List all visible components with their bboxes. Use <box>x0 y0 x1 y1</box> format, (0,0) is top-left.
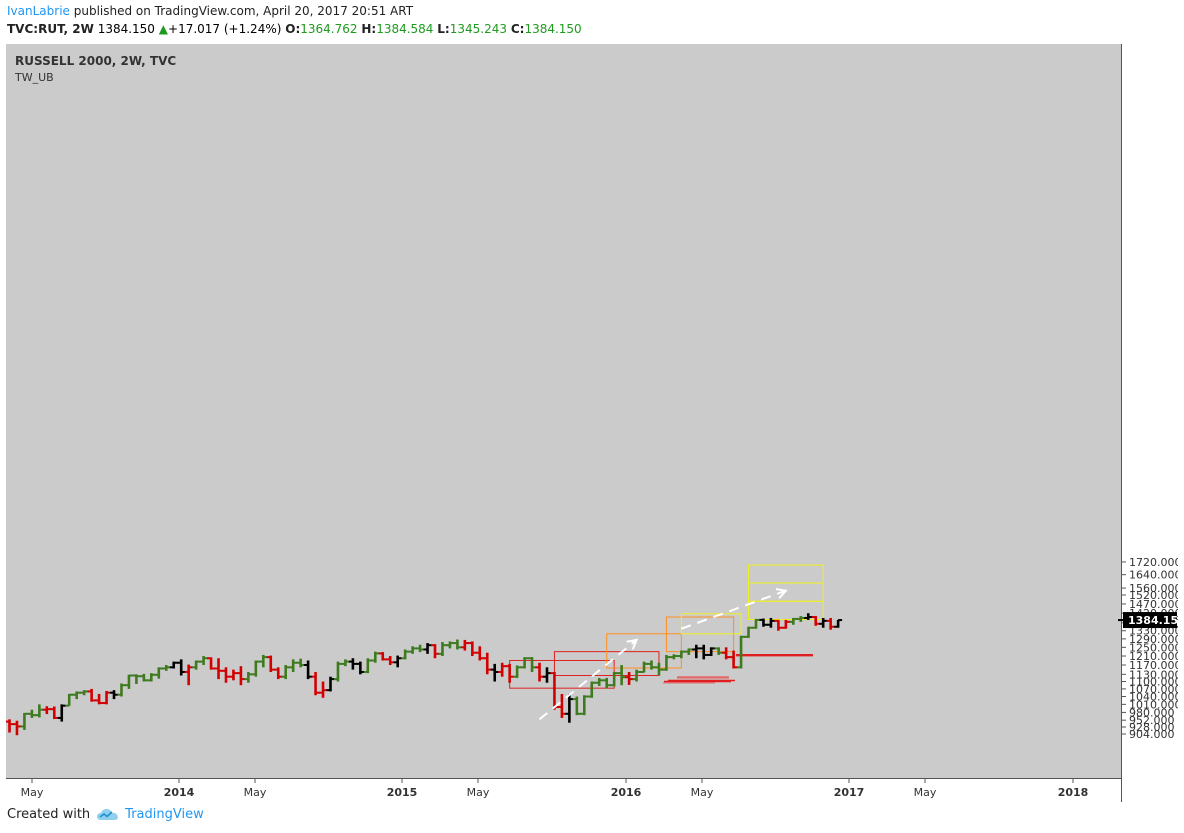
high-label: H: <box>361 22 377 36</box>
projection-arrow-line <box>538 639 638 721</box>
author-link[interactable]: IvanLabrie <box>7 4 70 18</box>
projection-arrow-line <box>681 589 787 630</box>
projection-box <box>748 564 824 584</box>
chart-title: RUSSELL 2000, 2W, TVC <box>15 54 177 68</box>
y-tick-label: 980.000 <box>1129 706 1175 719</box>
y-tick-label: 1720.000 <box>1129 556 1178 569</box>
price-axis-background <box>1121 44 1178 802</box>
ohlc-line: TVC:RUT, 2W 1384.150 ▲+17.017 (+1.24%) O… <box>7 22 582 36</box>
x-tick-label: 2014 <box>164 786 195 799</box>
price-change: +17.017 (+1.24%) <box>168 22 282 36</box>
time-axis-background <box>6 778 1121 802</box>
y-tick-label: 1290.000 <box>1129 633 1178 646</box>
x-tick-label: 2017 <box>834 786 865 799</box>
y-tick-label: 1010.000 <box>1129 698 1178 711</box>
y-tick-label: 1040.000 <box>1129 691 1178 704</box>
symbol-label: TVC:RUT, 2W <box>7 22 94 36</box>
projection-arrow-head <box>775 588 788 599</box>
open-value: 1364.762 <box>300 22 358 36</box>
x-tick-label: May <box>691 786 714 799</box>
y-tick-label: 1170.000 <box>1129 659 1178 672</box>
y-tick-label: 1250.000 <box>1129 641 1178 654</box>
low-label: L: <box>437 22 450 36</box>
y-tick-label: 1470.000 <box>1129 598 1178 611</box>
highlight-zone <box>663 682 715 684</box>
x-tick-label: May <box>21 786 44 799</box>
y-tick-label: 928.000 <box>1129 721 1175 734</box>
x-tick-label: 2015 <box>387 786 418 799</box>
plot-background <box>6 44 1121 778</box>
created-with-text: Created with <box>7 807 91 822</box>
y-tick-label: 1520.000 <box>1129 589 1178 602</box>
x-tick-label: 2016 <box>611 786 642 799</box>
tradingview-link[interactable]: TradingView <box>96 807 204 822</box>
low-value: 1345.243 <box>449 22 507 36</box>
tradingview-brand: TradingView <box>125 807 204 822</box>
x-tick-label: May <box>914 786 937 799</box>
up-triangle-icon: ▲ <box>158 22 169 36</box>
chart-svg[interactable]: 904.000928.000952.000980.0001010.0001040… <box>6 44 1178 802</box>
x-tick-label: May <box>467 786 490 799</box>
y-tick-label: 1130.000 <box>1129 668 1178 681</box>
projection-box <box>680 613 742 635</box>
y-tick-label: 1640.000 <box>1129 569 1178 582</box>
cloud-icon <box>97 808 119 820</box>
highlight-zone <box>677 676 729 679</box>
close-label: C: <box>510 22 525 36</box>
last-price-label: 1384.150 <box>1128 614 1178 627</box>
high-value: 1384.584 <box>376 22 434 36</box>
close-value: 1384.150 <box>524 22 582 36</box>
x-tick-label: 2018 <box>1058 786 1089 799</box>
projection-arrow-head <box>626 638 639 650</box>
y-tick-label: 1560.000 <box>1129 582 1178 595</box>
indicator-label: TW_UB <box>15 71 54 84</box>
projection-box <box>665 616 735 653</box>
open-label: O: <box>285 22 301 36</box>
chart-area[interactable]: 904.000 928.000 952.000 980.000 1010.000 1040… <box>6 44 1178 802</box>
y-tick-label: 904.000 <box>1129 728 1175 741</box>
last-price: 1384.150 <box>97 22 155 36</box>
y-tick-label: 952.000 <box>1129 714 1175 727</box>
last-price-tag <box>1123 612 1177 629</box>
y-tick-label: 1070.000 <box>1129 683 1178 696</box>
x-tick-label: May <box>244 786 267 799</box>
publish-line: IvanLabrie published on TradingView.com,… <box>7 4 413 18</box>
published-text: published on TradingView.com, April 20, … <box>73 4 414 18</box>
footer: Created with TradingView <box>7 807 204 822</box>
y-tick-label: 1100.000 <box>1129 676 1178 689</box>
y-tick-label: 1210.000 <box>1129 650 1178 663</box>
